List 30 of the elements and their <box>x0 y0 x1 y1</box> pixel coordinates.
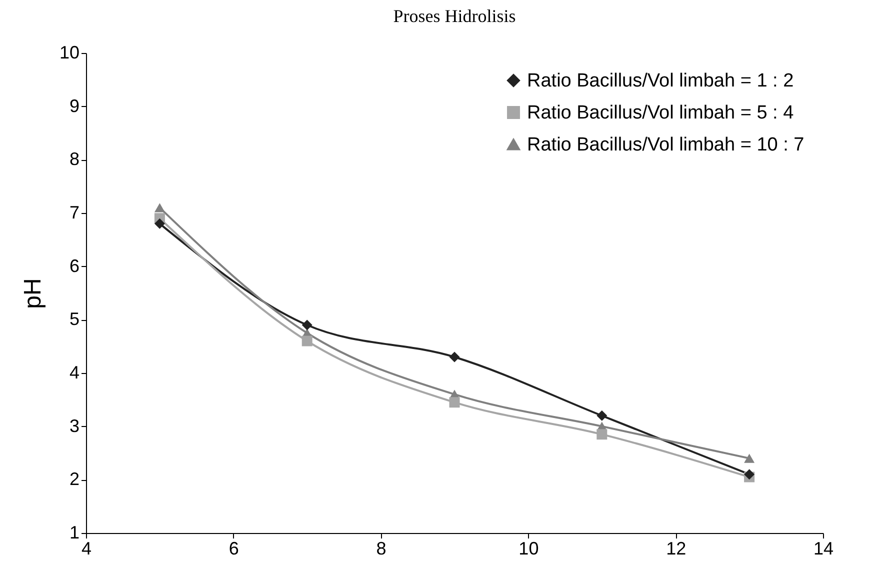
y-tick-label: 2 <box>69 469 80 490</box>
y-tick-label: 6 <box>69 256 80 276</box>
point <box>596 429 608 440</box>
chart-title: Proses Hidrolisis <box>393 6 516 26</box>
x-tick-label: 14 <box>813 538 834 558</box>
point <box>744 454 755 463</box>
point <box>154 203 165 212</box>
y-tick-label: 7 <box>69 202 80 222</box>
y-axis-title: pH <box>19 278 46 309</box>
point <box>302 336 312 346</box>
y-tick-label: 1 <box>69 522 80 542</box>
point <box>154 218 165 229</box>
x-tick-label: 10 <box>518 538 539 558</box>
legend-label: Ratio Bacillus/Vol limbah = 1 : 2 <box>527 70 794 92</box>
y-tick-label: 10 <box>59 42 80 62</box>
point <box>596 410 608 421</box>
x-tick-label: 8 <box>376 538 386 558</box>
x-tick-label: 12 <box>666 538 686 558</box>
point <box>449 397 460 408</box>
y-tick-label: 8 <box>69 149 80 170</box>
y-tick-label: 4 <box>69 362 80 382</box>
x-tick-label: 6 <box>228 538 239 558</box>
legend-label: Ratio Bacillus/Vol limbah = 10 : 7 <box>527 134 804 156</box>
legend-label: Ratio Bacillus/Vol limbah = 5 : 4 <box>527 102 794 124</box>
y-tick-label: 3 <box>69 416 80 436</box>
point <box>744 469 755 480</box>
y-tick-label: 9 <box>69 96 80 116</box>
point <box>302 320 312 330</box>
y-tick-label: 5 <box>69 309 80 330</box>
point <box>449 352 460 362</box>
